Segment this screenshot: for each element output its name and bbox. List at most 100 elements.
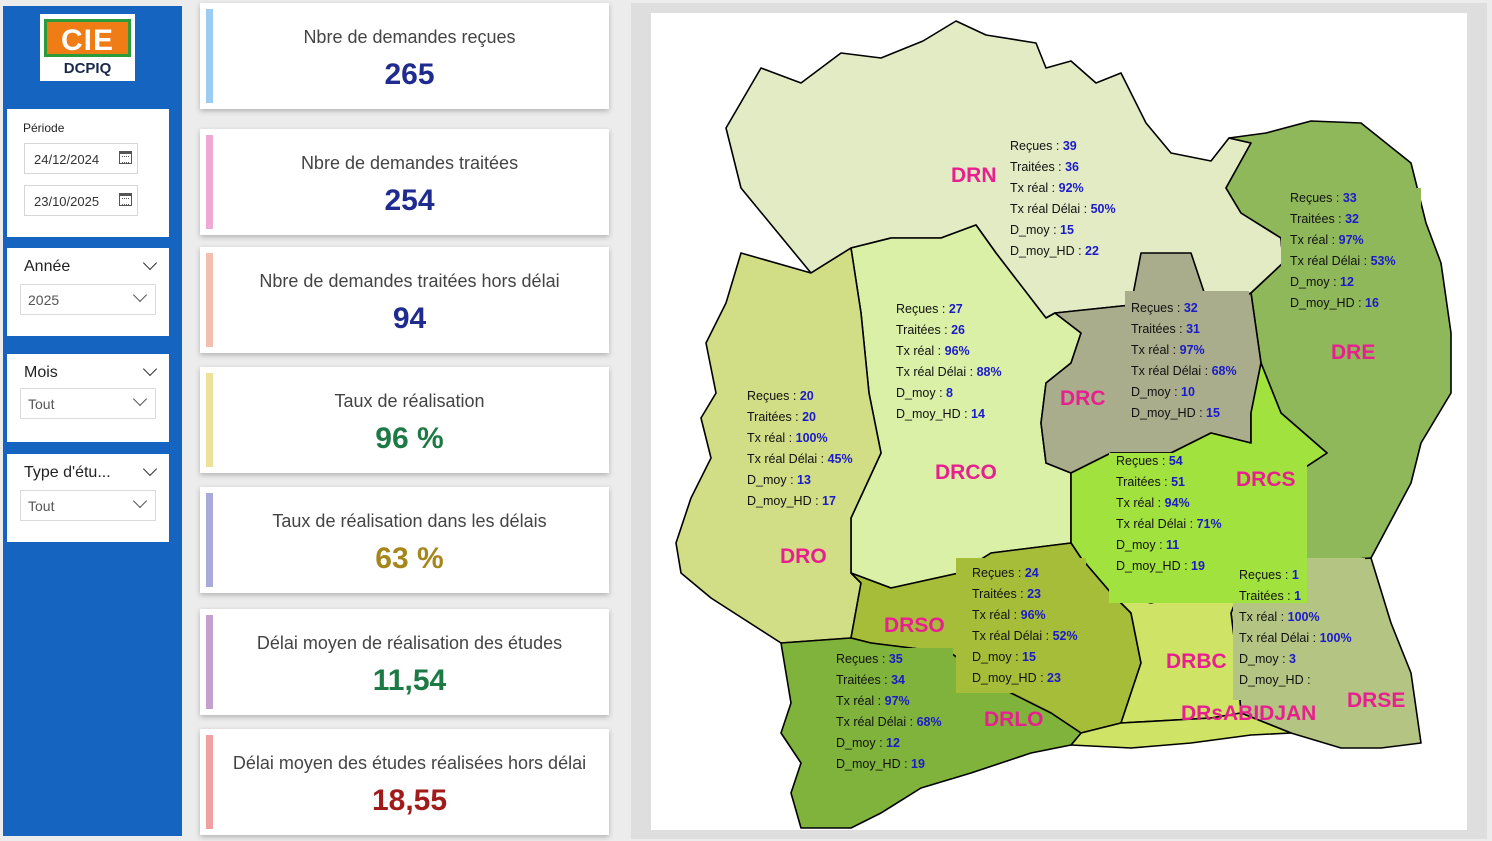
stat-row: D_moy : 15 xyxy=(972,647,1078,668)
start-date-input[interactable]: 24/12/2024 xyxy=(24,143,138,174)
region-label-DRCO: DRCO xyxy=(935,461,997,484)
stats-block-DRCO: Reçues : 27 Traitées : 26 Tx réal : 96% Tx … xyxy=(896,299,1002,425)
chevron-down-icon[interactable] xyxy=(142,361,158,377)
stat-label: D_moy_HD : xyxy=(1010,244,1086,258)
stat-row: D_moy_HD : 14 xyxy=(896,404,1002,425)
stat-value: 33 xyxy=(1342,191,1357,205)
stat-label: Reçues : xyxy=(1116,454,1169,468)
stat-row: D_moy : 11 xyxy=(1116,535,1222,556)
kpi-value: 96 % xyxy=(375,422,444,455)
stat-label: Tx réal : xyxy=(1116,496,1165,510)
stat-value: 15 xyxy=(1022,650,1036,664)
region-label-DRE: DRE xyxy=(1331,341,1375,364)
stat-row: Reçues : 32 xyxy=(1131,298,1237,319)
stat-row: Reçues : 1 xyxy=(1239,565,1352,586)
stat-row: Tx réal Délai : 68% xyxy=(1131,361,1237,382)
study-type-dropdown-value: Tout xyxy=(28,498,55,514)
calendar-icon[interactable] xyxy=(119,193,132,206)
stat-label: D_moy : xyxy=(1116,538,1167,552)
stat-value: 31 xyxy=(1186,322,1201,336)
month-dropdown[interactable]: Tout xyxy=(20,388,156,419)
month-slicer-title: Mois xyxy=(24,364,58,381)
stat-value: 50% xyxy=(1090,202,1116,216)
stat-row: Traitées : 20 xyxy=(747,407,853,428)
stat-label: D_moy_HD : xyxy=(836,757,912,771)
company-logo: CIE DCPIQ xyxy=(40,14,135,81)
stat-value: 17 xyxy=(822,494,836,508)
stat-row: Tx réal Délai : 50% xyxy=(1010,199,1116,220)
stat-row: Traitées : 31 xyxy=(1131,319,1237,340)
stat-row: Traitées : 26 xyxy=(896,320,1002,341)
stat-row: Tx réal : 94% xyxy=(1116,493,1222,514)
regions-map: DRN DRE DRCO DRC DRO DRCS DRSO DRSE DRLO… xyxy=(675,20,1452,829)
stat-value: 94% xyxy=(1164,496,1190,510)
stat-value: 45% xyxy=(827,452,853,466)
stat-label: Tx réal Délai : xyxy=(1131,364,1212,378)
stat-row: Tx réal : 92% xyxy=(1010,178,1116,199)
stat-label: Tx réal : xyxy=(1131,343,1180,357)
stat-label: Tx réal Délai : xyxy=(896,365,977,379)
stat-value: 24 xyxy=(1024,566,1039,580)
kpi-value: 254 xyxy=(384,184,435,217)
stat-label: Reçues : xyxy=(1290,191,1343,205)
stat-value: 68% xyxy=(1211,364,1237,378)
stat-row: D_moy_HD : 15 xyxy=(1131,403,1237,424)
study-type-slicer: Type d'étu... Tout xyxy=(7,454,169,542)
stat-value: 10 xyxy=(1181,385,1195,399)
stat-row: Reçues : 54 xyxy=(1116,451,1222,472)
kpi-label: Délai moyen des études réalisées hors dé… xyxy=(232,753,587,773)
stat-value: 97% xyxy=(1179,343,1205,357)
kpi-card-received: Nbre de demandes reçues 265 xyxy=(200,3,609,109)
stat-label: D_moy_HD : xyxy=(972,671,1048,685)
stat-label: D_moy : xyxy=(1290,275,1341,289)
stat-row: Traitées : 1 xyxy=(1239,586,1352,607)
stat-label: Reçues : xyxy=(836,652,889,666)
stat-value: 11 xyxy=(1166,538,1180,552)
stat-row: D_moy_HD : 19 xyxy=(1116,556,1222,577)
stat-value: 23 xyxy=(1047,671,1061,685)
stat-row: Reçues : 24 xyxy=(972,563,1078,584)
stat-value: 26 xyxy=(951,323,966,337)
kpi-accent-bar xyxy=(206,735,213,829)
stat-label: D_moy_HD : xyxy=(1290,296,1366,310)
stat-value: 36 xyxy=(1065,160,1080,174)
kpi-value: 11,54 xyxy=(372,664,447,697)
stat-label: Tx réal Délai : xyxy=(1116,517,1197,531)
stat-label: Traitées : xyxy=(1131,322,1187,336)
chevron-down-icon[interactable] xyxy=(142,461,158,477)
stat-label: D_moy : xyxy=(896,386,947,400)
stat-row: D_moy : 15 xyxy=(1010,220,1116,241)
year-dropdown[interactable]: 2025 xyxy=(20,284,156,315)
stat-row: D_moy : 8 xyxy=(896,383,1002,404)
stat-label: D_moy_HD : xyxy=(1116,559,1192,573)
stat-row: Traitées : 34 xyxy=(836,670,942,691)
stat-value: 1 xyxy=(1294,589,1302,603)
region-label-DRC: DRC xyxy=(1060,387,1106,410)
stat-row: D_moy : 12 xyxy=(836,733,942,754)
stat-label: D_moy_HD : xyxy=(1239,673,1311,687)
end-date-input[interactable]: 23/10/2025 xyxy=(24,185,138,216)
stat-row: Traitées : 23 xyxy=(972,584,1078,605)
stat-label: Tx réal Délai : xyxy=(1010,202,1091,216)
stat-value: 20 xyxy=(799,389,814,403)
study-type-slicer-title: Type d'étu... xyxy=(24,464,111,481)
stat-label: Reçues : xyxy=(896,302,949,316)
stat-value: 53% xyxy=(1370,254,1396,268)
study-type-dropdown[interactable]: Tout xyxy=(20,490,156,521)
stat-value: 52% xyxy=(1052,629,1078,643)
chevron-down-icon[interactable] xyxy=(142,255,158,271)
stat-row: D_moy_HD : 22 xyxy=(1010,241,1116,262)
stat-row: D_moy : 3 xyxy=(1239,649,1352,670)
stat-value: 88% xyxy=(976,365,1002,379)
stat-row: Traitées : 32 xyxy=(1290,209,1396,230)
stat-row: D_moy : 13 xyxy=(747,470,853,491)
kpi-label: Nbre de demandes reçues xyxy=(303,27,516,47)
stat-row: D_moy_HD : 17 xyxy=(747,491,853,512)
stat-value: 3 xyxy=(1289,652,1296,666)
calendar-icon[interactable] xyxy=(119,151,132,164)
kpi-label: Nbre de demandes traitées xyxy=(300,153,519,173)
stat-value: 71% xyxy=(1196,517,1222,531)
year-slicer-title: Année xyxy=(24,258,71,275)
stat-label: D_moy_HD : xyxy=(747,494,823,508)
